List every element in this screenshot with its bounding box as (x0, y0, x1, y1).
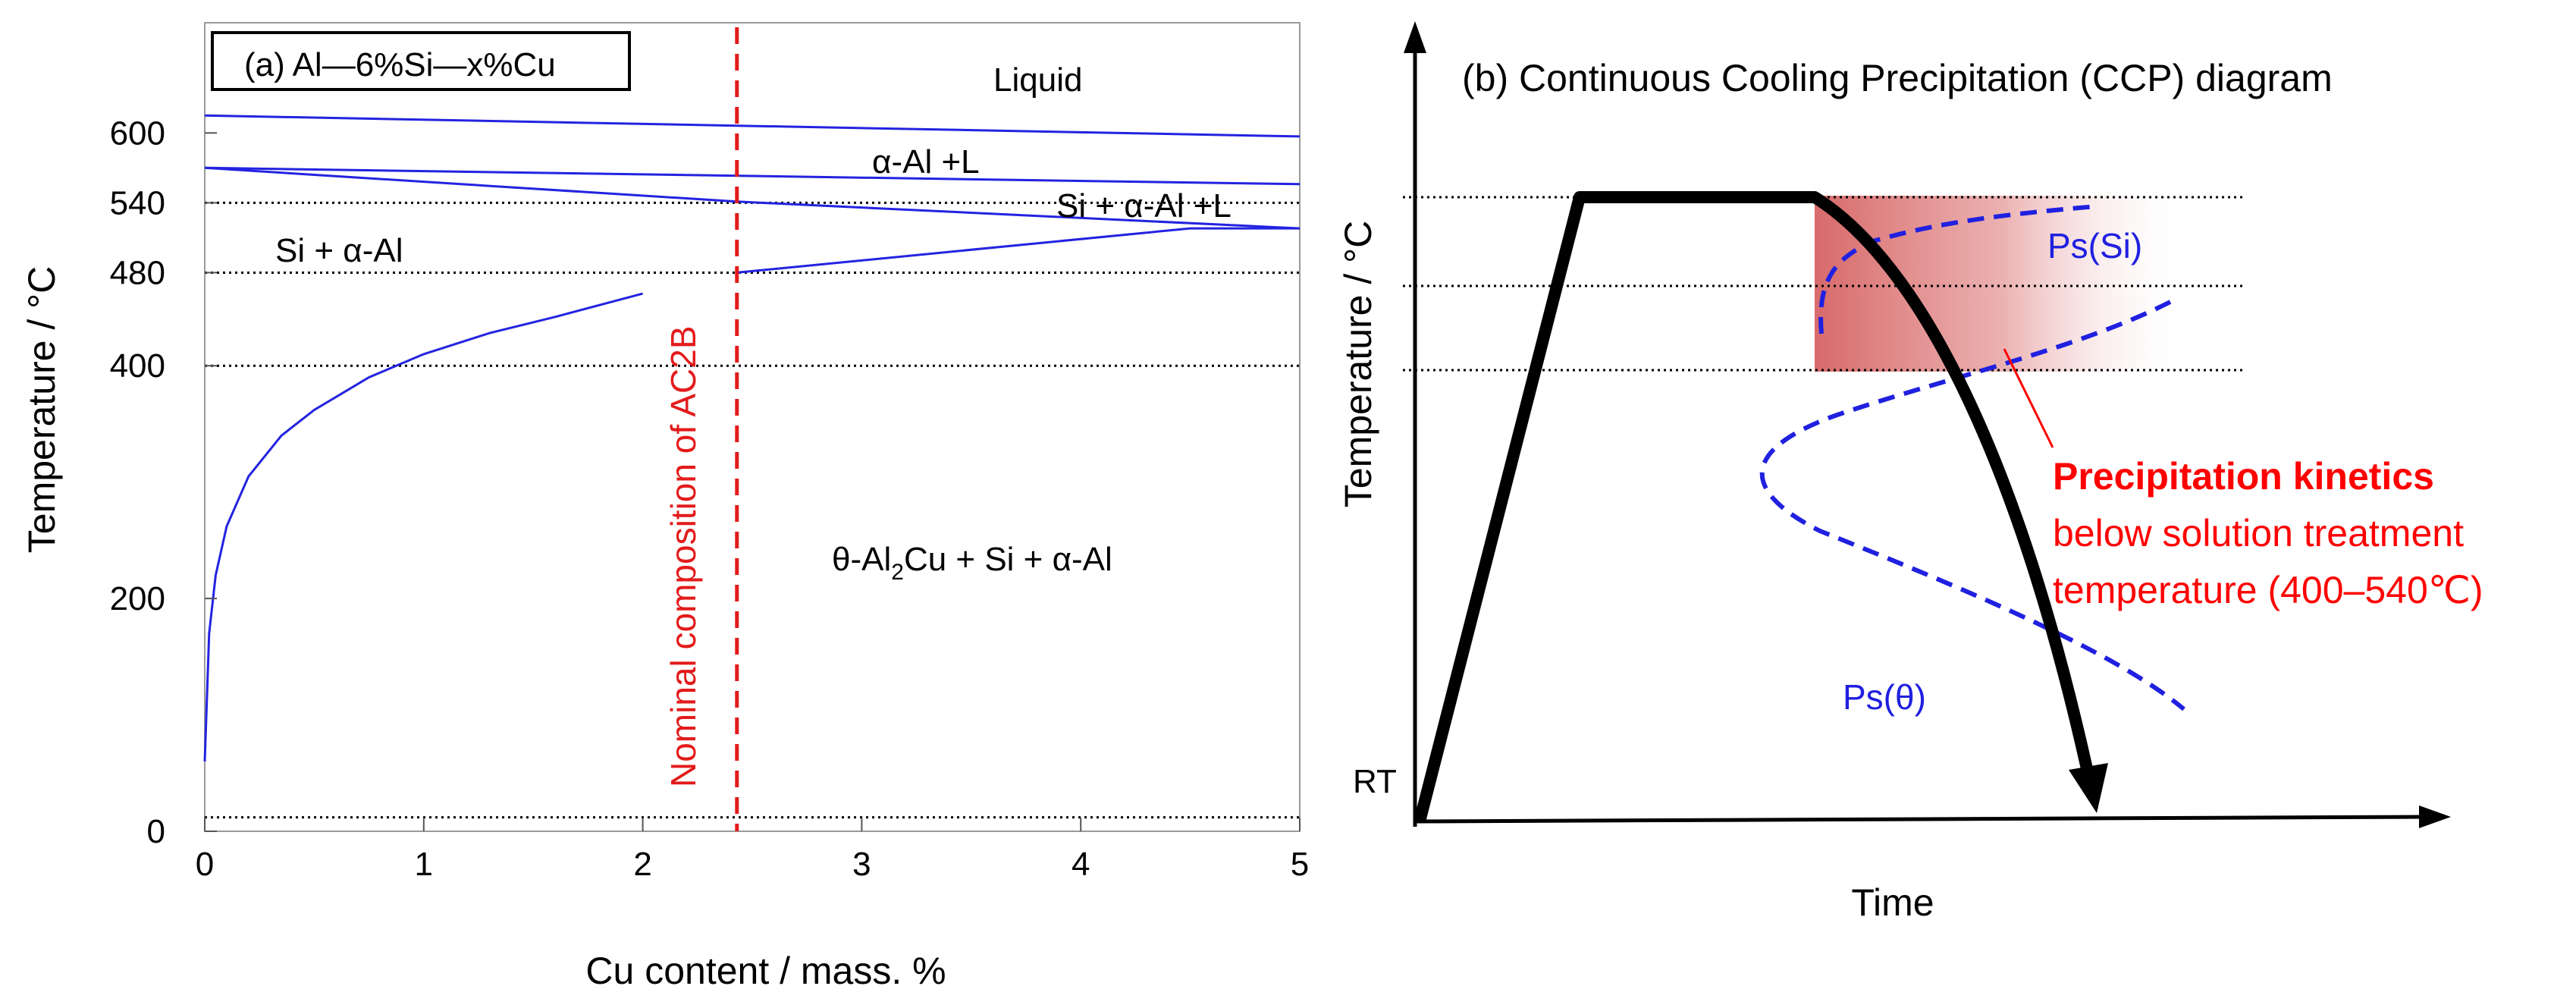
x-tick-label-4: 4 (1072, 846, 1090, 883)
x-tick-label-3: 3 (852, 846, 871, 883)
rt-label: RT (1353, 763, 1397, 800)
region-alpha-l: α-Al +L (872, 143, 980, 181)
x-tick-label-2: 2 (633, 846, 651, 883)
cooling-path-arrowhead (2069, 763, 2108, 813)
region-si-alpha: Si + α-Al (275, 232, 403, 269)
precipitation-band (1815, 196, 2190, 372)
panel-a-title: (a) Al—6%Si—x%Cu (244, 46, 556, 83)
composition-label: Nominal composition of AC2B (664, 325, 703, 787)
reference-lines (205, 201, 1300, 819)
ps-theta-curve (1759, 300, 2185, 711)
annotation-heading: Precipitation kinetics (2053, 455, 2434, 498)
axis-ticks-a: 0 1 2 3 4 5 0 200 400 480 540 600 (110, 115, 1310, 883)
y-tick-label-0: 0 (147, 813, 165, 850)
x-axis-title-b: Time (1851, 881, 1934, 924)
y-axis-title-b: Temperature / °C (1337, 221, 1379, 507)
x-tick-label-0: 0 (196, 846, 214, 883)
y-tick-label-200: 200 (110, 580, 165, 617)
x-axis-title-a: Cu content / mass. % (585, 950, 946, 992)
x-tick-label-5: 5 (1291, 846, 1309, 883)
y-tick-label-540: 540 (110, 184, 165, 221)
ps-si-label: Ps(Si) (2047, 226, 2142, 265)
ps-si-curve (1818, 204, 2098, 334)
y-tick-label-480: 480 (110, 254, 165, 291)
y-tick-label-600: 600 (110, 115, 165, 152)
y-tick-label-400: 400 (110, 347, 165, 385)
panel-b-title: (b) Continuous Cooling Precipitation (CC… (1462, 57, 2333, 99)
annotation-line-1: below solution treatment (2053, 512, 2464, 554)
x-tick-label-1: 1 (415, 846, 433, 883)
region-liquid: Liquid (993, 61, 1082, 99)
x-axis-b (1414, 815, 2421, 824)
boundary-upper-eutectic-line (204, 166, 1301, 186)
x-axis-arrowhead (2419, 805, 2451, 828)
region-si-alpha-l: Si + α-Al +L (1056, 187, 1232, 225)
panel-b-ccp-diagram: (b) Continuous Cooling Precipitation (CC… (1337, 21, 2483, 924)
annotation-leader (2003, 348, 2054, 448)
region-theta: θ-Al2Cu + Si + α-Al (832, 541, 1112, 585)
y-axis-title-a: Temperature / °C (20, 266, 63, 553)
boundary-ternary-line (736, 227, 1300, 274)
boundary-cu-solvus (203, 292, 643, 761)
plot-a-frame (204, 22, 1301, 832)
title-box-a (211, 31, 631, 91)
annotation-line-2: temperature (400–540℃) (2053, 569, 2483, 611)
y-axis-arrowhead (1404, 21, 1426, 53)
cooling-path (1414, 191, 2094, 823)
boundary-liquidus (204, 114, 1301, 138)
ps-theta-label: Ps(θ) (1843, 677, 1926, 717)
